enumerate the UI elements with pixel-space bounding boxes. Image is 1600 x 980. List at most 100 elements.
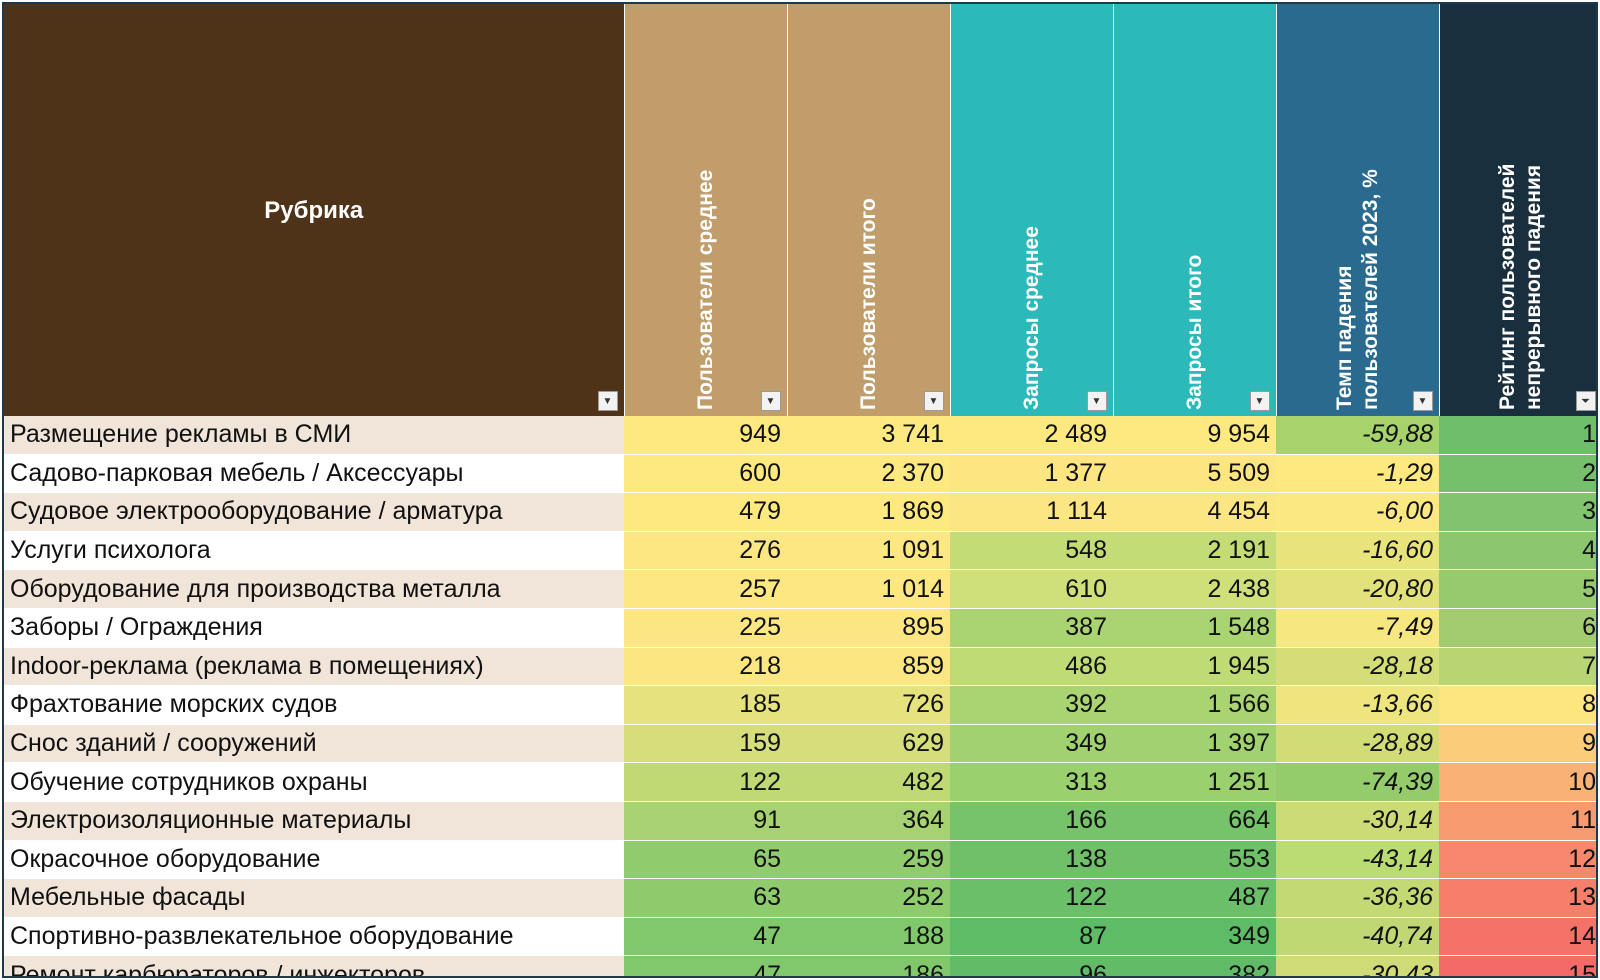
cell-decline-rate[interactable]: -40,74 bbox=[1276, 917, 1439, 957]
cell-requests-total[interactable]: 553 bbox=[1113, 840, 1276, 880]
cell-rubric[interactable]: Размещение рекламы в СМИ bbox=[4, 416, 624, 455]
cell-users-avg[interactable]: 257 bbox=[624, 569, 787, 609]
cell-requests-total[interactable]: 1 566 bbox=[1113, 685, 1276, 725]
cell-users-avg[interactable]: 185 bbox=[624, 685, 787, 725]
cell-users-avg[interactable]: 479 bbox=[624, 492, 787, 532]
cell-rating[interactable]: 2 bbox=[1439, 454, 1596, 494]
cell-requests-avg[interactable]: 96 bbox=[950, 955, 1113, 976]
cell-requests-total[interactable]: 487 bbox=[1113, 878, 1276, 918]
cell-users-total[interactable]: 1 091 bbox=[787, 531, 950, 571]
cell-rating[interactable]: 14 bbox=[1439, 917, 1596, 957]
dropdown-arrow-icon[interactable]: ▼ bbox=[1412, 391, 1433, 411]
cell-requests-avg[interactable]: 548 bbox=[950, 531, 1113, 571]
cell-rating[interactable]: 12 bbox=[1439, 840, 1596, 880]
cell-users-avg[interactable]: 600 bbox=[624, 454, 787, 494]
cell-rubric[interactable]: Спортивно-развлекательное оборудование bbox=[4, 917, 624, 957]
cell-decline-rate[interactable]: -30,14 bbox=[1276, 801, 1439, 841]
cell-decline-rate[interactable]: -43,14 bbox=[1276, 840, 1439, 880]
cell-rubric[interactable]: Ремонт карбюраторов / инжекторов bbox=[4, 955, 624, 976]
cell-users-total[interactable]: 482 bbox=[787, 762, 950, 802]
cell-decline-rate[interactable]: -74,39 bbox=[1276, 762, 1439, 802]
cell-users-total[interactable]: 2 370 bbox=[787, 454, 950, 494]
cell-rubric[interactable]: Услуги психолога bbox=[4, 531, 624, 571]
cell-rating[interactable]: 4 bbox=[1439, 531, 1596, 571]
cell-users-total[interactable]: 1 869 bbox=[787, 492, 950, 532]
cell-users-avg[interactable]: 63 bbox=[624, 878, 787, 918]
dropdown-arrow-icon[interactable]: ▼ bbox=[760, 391, 781, 411]
cell-users-total[interactable]: 259 bbox=[787, 840, 950, 880]
cell-requests-avg[interactable]: 313 bbox=[950, 762, 1113, 802]
cell-requests-total[interactable]: 664 bbox=[1113, 801, 1276, 841]
cell-rubric[interactable]: Мебельные фасады bbox=[4, 878, 624, 918]
cell-decline-rate[interactable]: -13,66 bbox=[1276, 685, 1439, 725]
cell-rating[interactable]: 5 bbox=[1439, 569, 1596, 609]
cell-rating[interactable]: 9 bbox=[1439, 724, 1596, 764]
cell-decline-rate[interactable]: -1,29 bbox=[1276, 454, 1439, 494]
dropdown-arrow-icon[interactable]: ▼ bbox=[1086, 391, 1107, 411]
cell-rating[interactable]: 6 bbox=[1439, 608, 1596, 648]
cell-users-avg[interactable]: 276 bbox=[624, 531, 787, 571]
cell-decline-rate[interactable]: -59,88 bbox=[1276, 416, 1439, 455]
cell-rubric[interactable]: Судовое электрооборудование / арматура bbox=[4, 492, 624, 532]
cell-users-total[interactable]: 895 bbox=[787, 608, 950, 648]
cell-users-total[interactable]: 859 bbox=[787, 647, 950, 687]
cell-users-avg[interactable]: 47 bbox=[624, 917, 787, 957]
cell-decline-rate[interactable]: -16,60 bbox=[1276, 531, 1439, 571]
cell-requests-avg[interactable]: 392 bbox=[950, 685, 1113, 725]
cell-rating[interactable]: 3 bbox=[1439, 492, 1596, 532]
cell-requests-total[interactable]: 2 438 bbox=[1113, 569, 1276, 609]
cell-users-avg[interactable]: 949 bbox=[624, 416, 787, 455]
cell-requests-avg[interactable]: 1 114 bbox=[950, 492, 1113, 532]
cell-users-total[interactable]: 726 bbox=[787, 685, 950, 725]
cell-users-total[interactable]: 3 741 bbox=[787, 416, 950, 455]
filter-funnel-icon[interactable]: ⏷ bbox=[1575, 391, 1596, 411]
cell-users-avg[interactable]: 159 bbox=[624, 724, 787, 764]
cell-users-avg[interactable]: 225 bbox=[624, 608, 787, 648]
cell-requests-avg[interactable]: 387 bbox=[950, 608, 1113, 648]
cell-requests-total[interactable]: 1 548 bbox=[1113, 608, 1276, 648]
cell-requests-avg[interactable]: 87 bbox=[950, 917, 1113, 957]
cell-users-avg[interactable]: 65 bbox=[624, 840, 787, 880]
cell-requests-total[interactable]: 9 954 bbox=[1113, 416, 1276, 455]
cell-decline-rate[interactable]: -20,80 bbox=[1276, 569, 1439, 609]
cell-requests-total[interactable]: 2 191 bbox=[1113, 531, 1276, 571]
cell-requests-avg[interactable]: 166 bbox=[950, 801, 1113, 841]
cell-decline-rate[interactable]: -6,00 bbox=[1276, 492, 1439, 532]
cell-rubric[interactable]: Indoor-реклама (реклама в помещениях) bbox=[4, 647, 624, 687]
cell-rating[interactable]: 7 bbox=[1439, 647, 1596, 687]
cell-requests-total[interactable]: 349 bbox=[1113, 917, 1276, 957]
cell-requests-avg[interactable]: 122 bbox=[950, 878, 1113, 918]
cell-decline-rate[interactable]: -36,36 bbox=[1276, 878, 1439, 918]
cell-users-total[interactable]: 252 bbox=[787, 878, 950, 918]
cell-users-avg[interactable]: 122 bbox=[624, 762, 787, 802]
cell-requests-avg[interactable]: 1 377 bbox=[950, 454, 1113, 494]
cell-requests-total[interactable]: 5 509 bbox=[1113, 454, 1276, 494]
cell-rubric[interactable]: Обучение сотрудников охраны bbox=[4, 762, 624, 802]
cell-requests-total[interactable]: 1 251 bbox=[1113, 762, 1276, 802]
cell-requests-avg[interactable]: 610 bbox=[950, 569, 1113, 609]
cell-decline-rate[interactable]: -7,49 bbox=[1276, 608, 1439, 648]
dropdown-arrow-icon[interactable]: ▼ bbox=[1249, 391, 1270, 411]
cell-users-avg[interactable]: 218 bbox=[624, 647, 787, 687]
cell-users-total[interactable]: 1 014 bbox=[787, 569, 950, 609]
cell-decline-rate[interactable]: -28,89 bbox=[1276, 724, 1439, 764]
cell-requests-avg[interactable]: 486 bbox=[950, 647, 1113, 687]
cell-rating[interactable]: 11 bbox=[1439, 801, 1596, 841]
cell-requests-total[interactable]: 1 945 bbox=[1113, 647, 1276, 687]
dropdown-arrow-icon[interactable]: ▼ bbox=[923, 391, 944, 411]
cell-decline-rate[interactable]: -30,43 bbox=[1276, 955, 1439, 976]
cell-rubric[interactable]: Оборудование для производства металла bbox=[4, 569, 624, 609]
cell-rubric[interactable]: Окрасочное оборудование bbox=[4, 840, 624, 880]
cell-requests-total[interactable]: 4 454 bbox=[1113, 492, 1276, 532]
cell-rubric[interactable]: Садово-парковая мебель / Аксессуары bbox=[4, 454, 624, 494]
cell-rating[interactable]: 10 bbox=[1439, 762, 1596, 802]
cell-requests-avg[interactable]: 349 bbox=[950, 724, 1113, 764]
cell-users-total[interactable]: 188 bbox=[787, 917, 950, 957]
cell-rubric[interactable]: Электроизоляционные материалы bbox=[4, 801, 624, 841]
cell-rubric[interactable]: Заборы / Ограждения bbox=[4, 608, 624, 648]
cell-users-total[interactable]: 364 bbox=[787, 801, 950, 841]
cell-requests-total[interactable]: 1 397 bbox=[1113, 724, 1276, 764]
cell-users-avg[interactable]: 91 bbox=[624, 801, 787, 841]
cell-rating[interactable]: 13 bbox=[1439, 878, 1596, 918]
cell-requests-total[interactable]: 382 bbox=[1113, 955, 1276, 976]
